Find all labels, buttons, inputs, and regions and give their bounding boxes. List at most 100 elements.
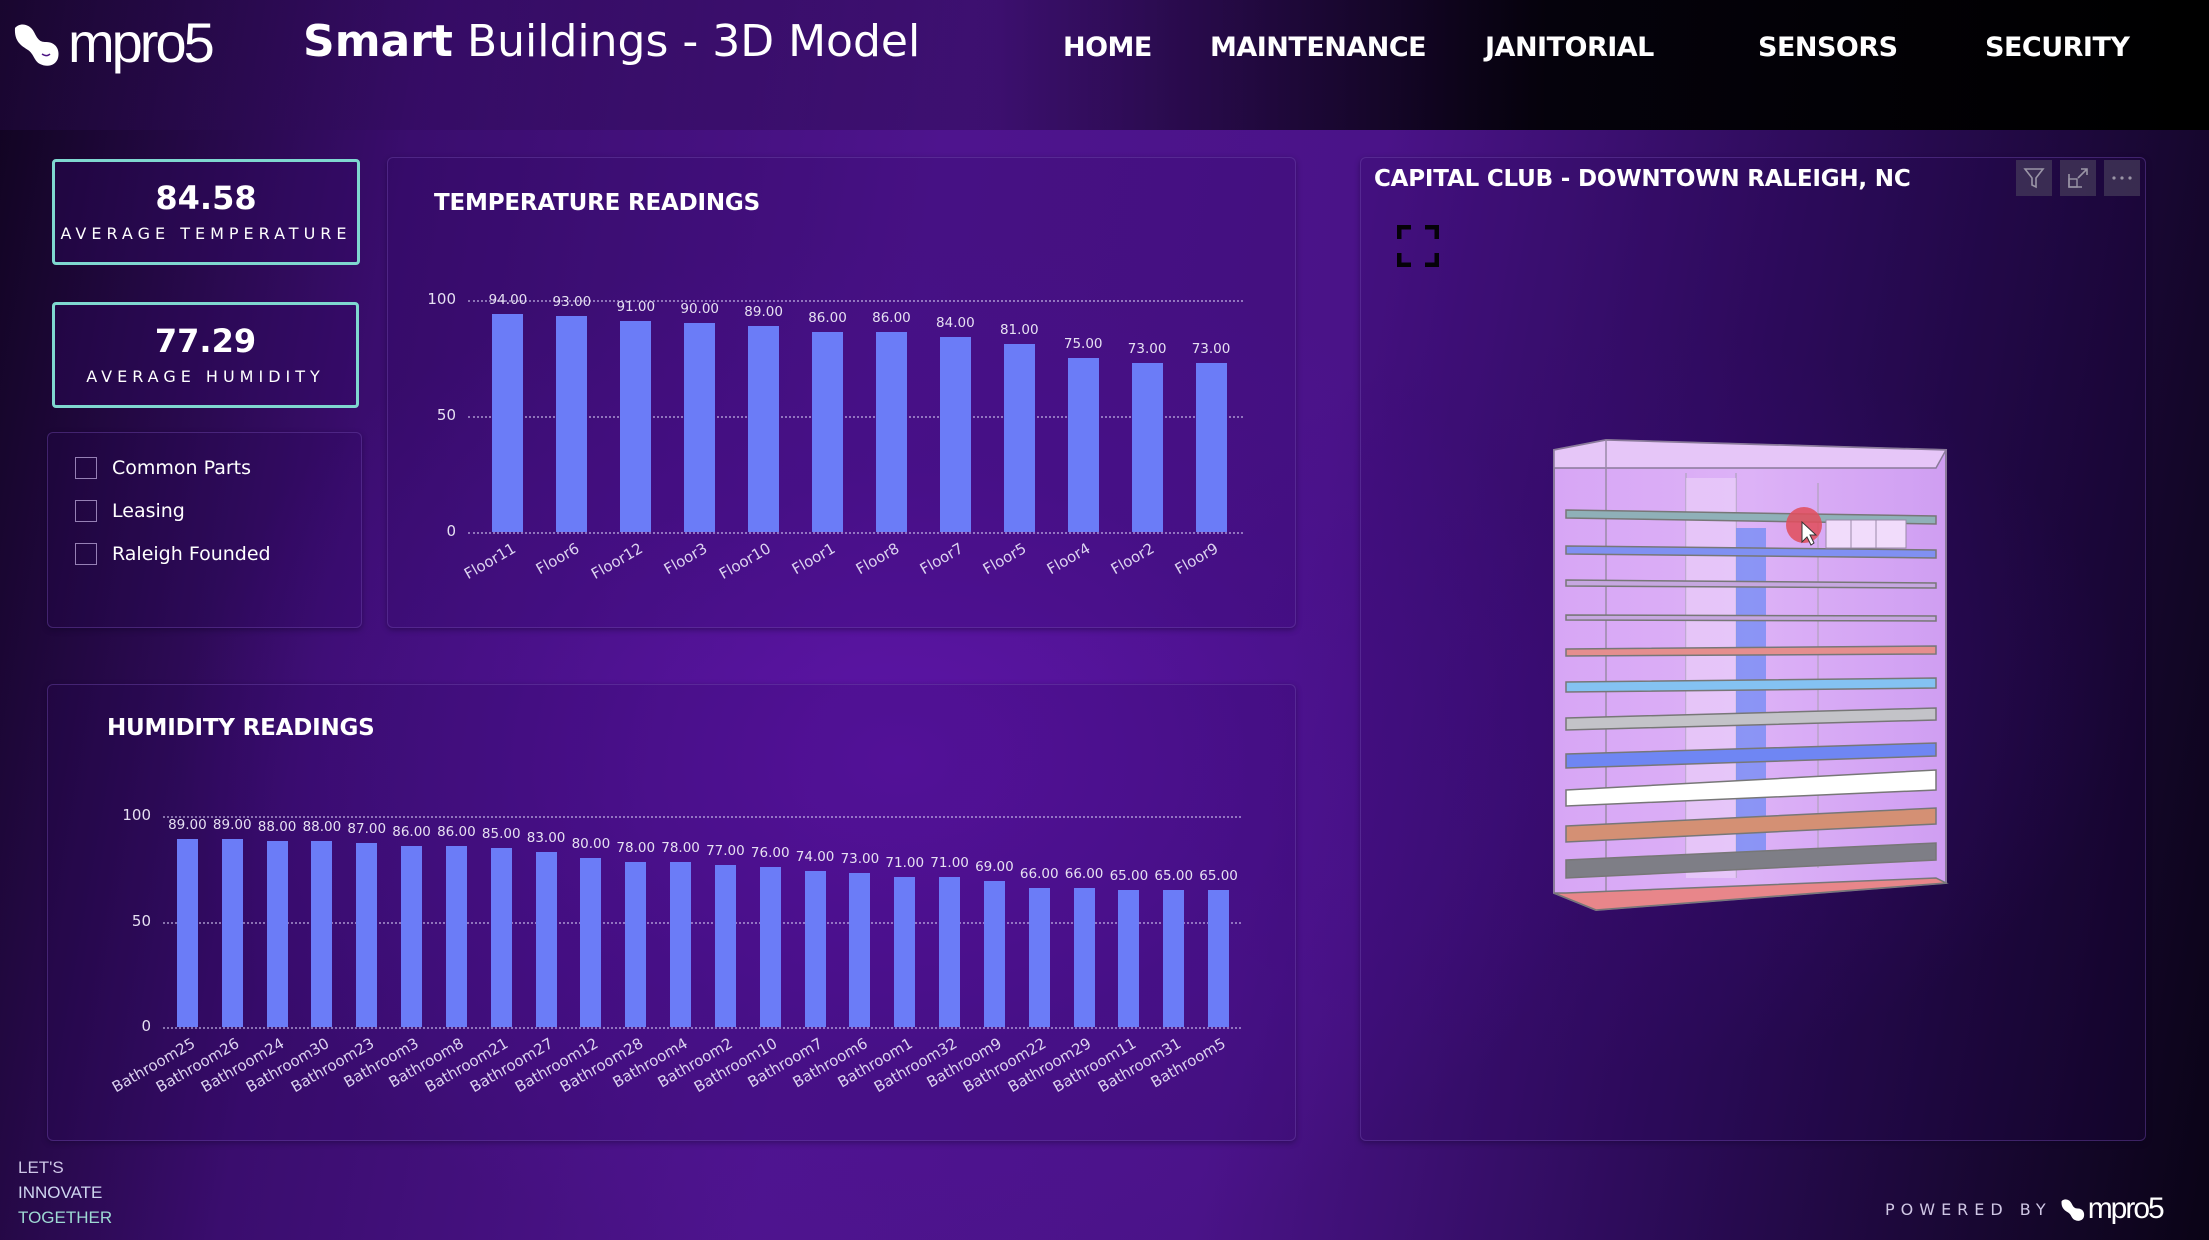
x-axis-label: Floor9 — [1171, 539, 1222, 579]
bar[interactable] — [625, 862, 647, 1027]
bar[interactable] — [535, 851, 557, 1027]
gridline — [163, 816, 1241, 818]
bar-value-label: 80.00 — [571, 836, 611, 853]
x-axis-label: Floor11 — [460, 539, 519, 583]
nav-maintenance[interactable]: MAINTENANCE — [1210, 32, 1427, 63]
filter-button[interactable] — [2016, 160, 2052, 196]
temperature-chart-title: TEMPERATURE READINGS — [434, 190, 760, 216]
bar[interactable] — [490, 847, 512, 1027]
bar-value-label: 89.00 — [168, 817, 207, 834]
bar-value-label: 86.00 — [872, 310, 911, 327]
bar[interactable] — [1067, 358, 1099, 532]
bar-value-label: 84.00 — [936, 315, 975, 332]
bar-value-label: 86.00 — [437, 823, 476, 840]
bar-value-label: 77.00 — [706, 842, 745, 859]
nav-janitorial[interactable]: JANITORIAL — [1485, 32, 1654, 63]
bar[interactable] — [1208, 889, 1230, 1027]
bar[interactable] — [492, 313, 524, 532]
gridline — [468, 532, 1243, 534]
bar[interactable] — [1195, 362, 1227, 532]
nav-home[interactable]: HOME — [1063, 32, 1152, 63]
bar[interactable] — [1118, 889, 1140, 1027]
kpi-average-humidity: 77.29 AVERAGE HUMIDITY — [52, 302, 359, 408]
temperature-bar-chart: 0 50 100 94.00 Floor11 93.00 Floor6 91.00 Floor1… — [427, 290, 1243, 583]
powered-by-label: POWERED BY — [1885, 1199, 2052, 1219]
tagline: LET'S INNOVATE TOGETHER — [18, 1155, 112, 1230]
bar[interactable] — [939, 337, 971, 532]
page-title: Smart Buildings - 3D Model — [303, 16, 920, 67]
checkbox[interactable] — [75, 457, 97, 479]
nav-security[interactable]: SECURITY — [1985, 32, 2130, 63]
bar-value-label: 76.00 — [750, 844, 790, 861]
humidity-chart-title: HUMIDITY READINGS — [107, 715, 375, 741]
x-axis-label: Floor8 — [852, 539, 902, 579]
bar[interactable] — [1163, 889, 1185, 1027]
mpro5-logo[interactable]: mpro5 — [12, 12, 215, 74]
bar[interactable] — [759, 866, 781, 1027]
bar[interactable] — [748, 325, 780, 532]
bar-value-label: 88.00 — [302, 819, 342, 836]
nav-sensors[interactable]: SENSORS — [1758, 32, 1898, 63]
kpi-humidity-value: 77.29 — [154, 321, 257, 360]
bar[interactable] — [939, 877, 961, 1027]
bar[interactable] — [804, 870, 826, 1027]
visual-header-toolbar — [2016, 160, 2140, 196]
tagline-line-1: LET'S — [18, 1158, 64, 1177]
bar-value-label: 94.00 — [488, 291, 528, 308]
x-axis-label: Floor1 — [788, 539, 839, 579]
bar[interactable] — [812, 332, 844, 532]
bar-value-label: 86.00 — [808, 310, 847, 327]
model-panel-title: CAPITAL CLUB - DOWNTOWN RALEIGH, NC — [1374, 166, 1911, 192]
bar-value-label: 71.00 — [930, 855, 969, 872]
slicer-item-leasing[interactable]: Leasing — [75, 496, 361, 526]
bar[interactable] — [445, 845, 467, 1027]
bar-value-label: 93.00 — [552, 294, 592, 311]
bar[interactable] — [849, 872, 871, 1027]
expand-icon[interactable] — [1397, 225, 1439, 267]
checkbox[interactable] — [75, 500, 97, 522]
bar[interactable] — [714, 864, 736, 1027]
x-axis-label: Floor4 — [1044, 539, 1094, 579]
kpi-temperature-label: AVERAGE TEMPERATURE — [60, 224, 352, 244]
bar[interactable] — [670, 862, 692, 1027]
gridline — [163, 921, 1241, 924]
bar[interactable] — [620, 320, 652, 532]
bar[interactable] — [401, 845, 423, 1027]
bar[interactable] — [894, 877, 916, 1027]
tagline-line-3: TOGETHER — [18, 1208, 113, 1227]
gridline — [468, 300, 1243, 302]
page-title-rest: Buildings - 3D Model — [466, 16, 921, 67]
bar[interactable] — [875, 332, 907, 532]
tagline-line-2: INNOVATE — [18, 1183, 103, 1202]
bar[interactable] — [311, 841, 333, 1027]
bar[interactable] — [1131, 362, 1163, 532]
focus-mode-button[interactable] — [2060, 160, 2096, 196]
checkbox[interactable] — [75, 543, 97, 565]
bar[interactable] — [356, 843, 378, 1027]
more-options-icon — [2112, 176, 2132, 180]
humidity-bar-chart: 0 50 100 89.00 Bathroom25 89.00 Bathroom26 88.0… — [109, 806, 1241, 1096]
humidity-readings-panel: HUMIDITY READINGS 0 50 100 89.00 Bathroom25 8… — [47, 684, 1296, 1141]
bar[interactable] — [221, 839, 243, 1027]
y-axis-tick: 0 — [141, 1017, 151, 1035]
building-3d-model[interactable] — [1536, 438, 1956, 918]
bar[interactable] — [1073, 887, 1095, 1027]
bar-value-label: 88.00 — [257, 819, 297, 836]
x-axis-label: Floor12 — [588, 539, 647, 583]
bar[interactable] — [266, 841, 288, 1027]
slicer-item-raleigh-founded[interactable]: Raleigh Founded — [75, 539, 361, 569]
bar[interactable] — [684, 323, 716, 532]
mouse-cursor-icon — [1801, 520, 1818, 546]
bar[interactable] — [176, 839, 198, 1027]
bar[interactable] — [580, 858, 602, 1027]
x-axis-label: Floor10 — [716, 539, 775, 583]
more-options-button[interactable] — [2104, 160, 2140, 196]
slicer-item-common-parts[interactable]: Common Parts — [75, 453, 361, 483]
bar[interactable] — [1003, 344, 1035, 532]
bar[interactable] — [556, 316, 588, 532]
temperature-readings-panel: TEMPERATURE READINGS 0 50 100 94.00 Floor11 9… — [387, 157, 1296, 628]
bar[interactable] — [1028, 887, 1050, 1027]
bar[interactable] — [983, 881, 1005, 1027]
x-axis-label: Floor2 — [1108, 539, 1158, 579]
bar-value-label: 73.00 — [1191, 340, 1231, 357]
